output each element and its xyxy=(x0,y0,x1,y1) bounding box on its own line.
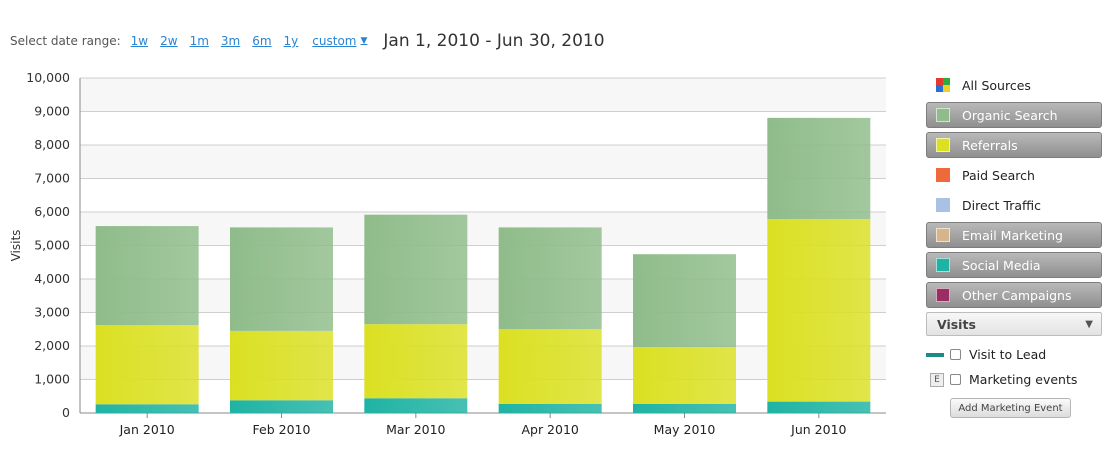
y-tick-label: 0 xyxy=(62,405,70,420)
visits-stacked-bar-chart: 0 1,000 2,000 3,000 4,000 5,000 6,000 7,000 8,00… xyxy=(9,70,886,437)
x-tick-label: Mar 2010 xyxy=(386,422,445,437)
legend-label: Email Marketing xyxy=(962,227,1063,243)
source-legend: All Sources Organic Search Referrals Pai… xyxy=(926,72,1102,418)
bar-segment-organic-search xyxy=(767,117,871,220)
custom-range-label: custom xyxy=(312,34,357,48)
metric-select[interactable]: Visits ▼ xyxy=(926,312,1102,336)
y-axis-label: Visits xyxy=(9,230,23,262)
grid-band xyxy=(80,212,886,246)
y-tick-label: 7,000 xyxy=(34,171,70,186)
custom-range-dropdown[interactable]: custom ▼ xyxy=(312,34,367,48)
color-swatch xyxy=(936,228,950,242)
range-1w-link[interactable]: 1w xyxy=(130,34,149,48)
color-swatch xyxy=(936,288,950,302)
y-tick-label: 9,000 xyxy=(34,104,70,119)
y-tick-label: 8,000 xyxy=(34,137,70,152)
x-tick-label: May 2010 xyxy=(654,422,716,437)
visit-to-lead-label: Visit to Lead xyxy=(969,347,1047,362)
grid-band xyxy=(80,346,886,380)
legend-label: Paid Search xyxy=(962,167,1035,183)
bar-segment-referrals xyxy=(95,325,199,405)
bar-segment-social-media xyxy=(95,404,199,413)
legend-item-social-media[interactable]: Social Media xyxy=(926,252,1102,278)
marketing-events-checkbox[interactable] xyxy=(950,374,961,385)
date-range-toolbar: Select date range: 1w 2w 1m 3m 6m 1y cus… xyxy=(10,26,605,56)
bar-segment-referrals xyxy=(230,330,333,401)
legend-item-email-marketing[interactable]: Email Marketing xyxy=(926,222,1102,248)
grid-band xyxy=(80,279,886,313)
legend-item-paid-search[interactable]: Paid Search xyxy=(926,162,1102,188)
y-tick-label: 3,000 xyxy=(34,305,70,320)
selected-date-range: Jan 1, 2010 - Jun 30, 2010 xyxy=(383,31,605,51)
range-1m-link[interactable]: 1m xyxy=(189,34,209,48)
range-1y-link[interactable]: 1y xyxy=(283,34,299,48)
marketing-events-option: E Marketing events xyxy=(926,367,1102,392)
bar-segment-referrals xyxy=(633,347,736,404)
date-range-label: Select date range: xyxy=(10,34,121,48)
bar-segment-social-media xyxy=(633,403,736,413)
bar-segment-organic-search xyxy=(498,227,602,330)
x-tick-label: Jan 2010 xyxy=(119,422,175,437)
bar-segment-social-media xyxy=(498,403,602,413)
legend-item-direct-traffic[interactable]: Direct Traffic xyxy=(926,192,1102,218)
bar-segment-organic-search xyxy=(230,227,333,331)
y-tick-label: 1,000 xyxy=(34,372,70,387)
legend-label: Referrals xyxy=(962,137,1018,153)
all-sources-icon xyxy=(936,78,950,92)
bar-segment-social-media xyxy=(364,398,468,413)
y-tick-label: 10,000 xyxy=(26,70,70,85)
grid-band xyxy=(80,145,886,179)
color-swatch xyxy=(936,138,950,152)
color-swatch xyxy=(936,108,950,122)
x-tick-label: Feb 2010 xyxy=(253,422,311,437)
legend-label: Organic Search xyxy=(962,107,1058,123)
range-2w-link[interactable]: 2w xyxy=(160,34,178,48)
legend-label: Other Campaigns xyxy=(962,287,1072,303)
visit-to-lead-checkbox[interactable] xyxy=(950,349,961,360)
color-swatch xyxy=(936,198,950,212)
legend-label: All Sources xyxy=(962,77,1031,93)
bar-segment-social-media xyxy=(767,401,871,413)
legend-label: Social Media xyxy=(962,257,1041,273)
legend-item-all-sources[interactable]: All Sources xyxy=(926,72,1102,98)
chevron-down-icon: ▼ xyxy=(1085,318,1093,330)
y-tick-label: 4,000 xyxy=(34,271,70,286)
line-swatch-icon xyxy=(926,352,944,357)
bar-segment-referrals xyxy=(767,219,871,402)
range-3m-link[interactable]: 3m xyxy=(220,34,241,48)
y-tick-label: 6,000 xyxy=(34,204,70,219)
metric-select-value: Visits xyxy=(937,316,976,332)
x-tick-label: Jun 2010 xyxy=(790,422,846,437)
bar-segment-referrals xyxy=(364,324,468,399)
marketing-events-label: Marketing events xyxy=(969,372,1078,387)
bar-segment-social-media xyxy=(230,400,333,413)
event-marker-icon: E xyxy=(930,372,944,387)
legend-item-referrals[interactable]: Referrals xyxy=(926,132,1102,158)
bar-segment-organic-search xyxy=(633,254,736,348)
grid-band xyxy=(80,78,886,112)
legend-label: Direct Traffic xyxy=(962,197,1041,213)
bar-segment-organic-search xyxy=(95,226,199,326)
color-swatch xyxy=(936,258,950,272)
range-6m-link[interactable]: 6m xyxy=(252,34,272,48)
visit-to-lead-option: Visit to Lead xyxy=(926,342,1102,367)
legend-item-organic-search[interactable]: Organic Search xyxy=(926,102,1102,128)
bar-segment-referrals xyxy=(498,329,602,404)
y-tick-label: 5,000 xyxy=(34,238,70,253)
legend-item-other-campaigns[interactable]: Other Campaigns xyxy=(926,282,1102,308)
chevron-down-icon: ▼ xyxy=(360,36,368,46)
add-marketing-event-button[interactable]: Add Marketing Event xyxy=(950,398,1071,418)
bar-segment-organic-search xyxy=(364,214,468,325)
x-tick-label: Apr 2010 xyxy=(521,422,578,437)
y-tick-label: 2,000 xyxy=(34,338,70,353)
color-swatch xyxy=(936,168,950,182)
